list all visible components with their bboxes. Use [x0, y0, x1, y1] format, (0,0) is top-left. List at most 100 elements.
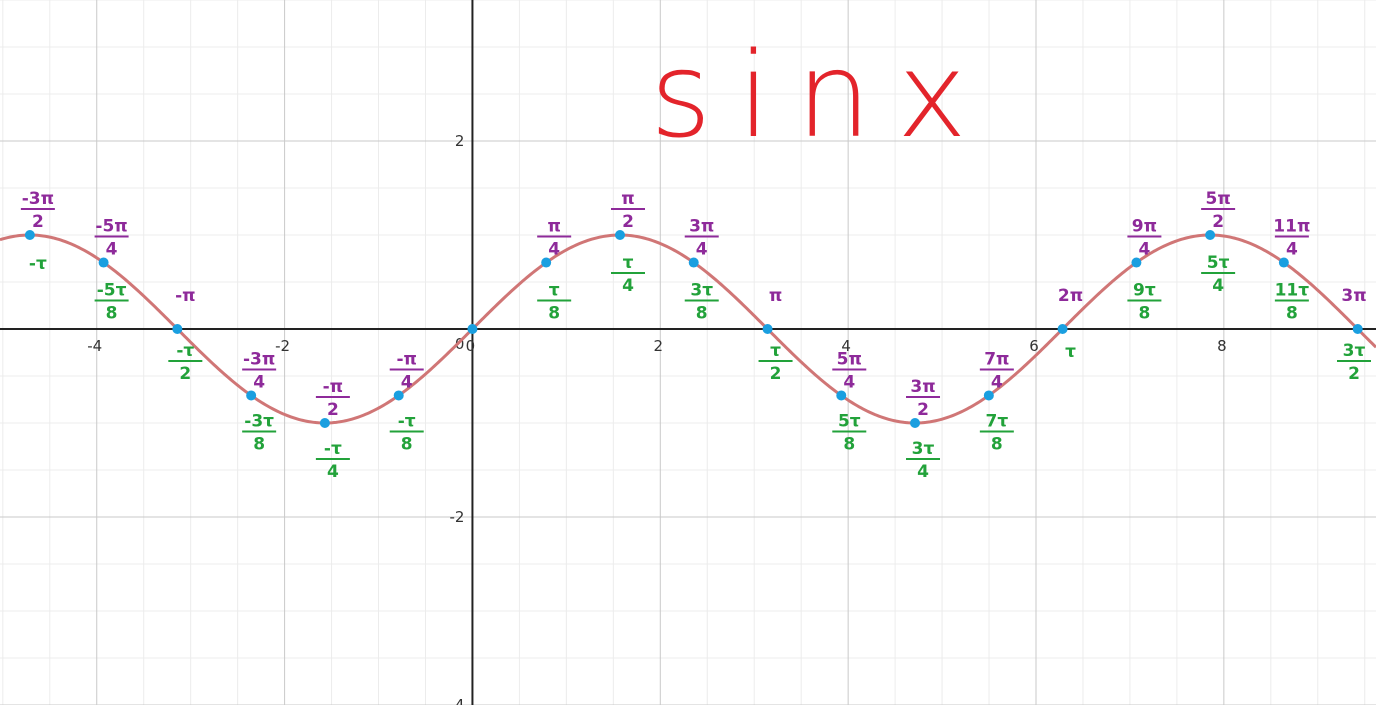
pi-label: -5π4 — [94, 217, 129, 260]
pi-label-denominator: 4 — [843, 372, 855, 392]
pi-label-denominator: 2 — [622, 212, 634, 232]
y-tick-label: -2 — [449, 508, 464, 526]
tau-label: τ — [1065, 342, 1076, 362]
tau-label: -5τ8 — [94, 281, 129, 324]
pi-label-numerator: 5π — [837, 349, 862, 369]
pi-label: 5π2 — [1201, 189, 1236, 232]
tau-label-denominator: 8 — [401, 434, 413, 454]
pi-label: -π 4 — [389, 349, 424, 392]
sine-point — [688, 257, 699, 268]
tau-label-numerator: 3τ — [1343, 341, 1366, 361]
pi-label-numerator: 5π — [1205, 189, 1230, 209]
tau-label-denominator: 8 — [1138, 304, 1150, 324]
tau-label-numerator: -τ — [398, 411, 416, 431]
pi-label-denominator: 2 — [917, 400, 929, 420]
sine-point — [172, 324, 183, 334]
tau-label: 5τ8 — [832, 411, 867, 454]
tau-label-numerator: 3τ — [912, 439, 935, 459]
sine-point — [467, 324, 478, 334]
sine-point — [98, 257, 109, 268]
chart-title: sinx — [650, 26, 993, 164]
tau-label-denominator: 8 — [696, 304, 708, 324]
tau-label-numerator: 11τ — [1275, 281, 1310, 301]
pi-label-denominator: 4 — [548, 240, 560, 260]
tau-label: 7τ8 — [979, 411, 1014, 454]
tick-labels: -4 -2 0 2 4 6 8-4-220 — [87, 132, 1226, 705]
pi-label-denominator: 4 — [106, 240, 118, 260]
sine-point — [1131, 257, 1142, 268]
pi-label: 3π2 — [906, 377, 941, 420]
pi-label-numerator: 7π — [984, 349, 1009, 369]
pi-label-text: π — [769, 286, 782, 306]
tau-label: 9τ8 — [1127, 281, 1162, 324]
tau-label-numerator: 5τ — [1207, 253, 1230, 273]
marked-points — [24, 230, 1363, 428]
tau-label: -τ 2 — [168, 341, 203, 384]
x-tick-label: 8 — [1217, 337, 1227, 355]
tau-label-numerator: 7τ — [985, 411, 1008, 431]
tau-label-denominator: 2 — [179, 364, 191, 384]
pi-label: π2 — [610, 189, 645, 232]
origin-label: 0 — [455, 335, 465, 353]
pi-label-numerator: -5π — [95, 217, 127, 237]
pi-label-denominator: 4 — [991, 372, 1003, 392]
x-tick-label: -4 — [87, 337, 102, 355]
x-tick-label: 2 — [654, 337, 664, 355]
x-tick-label: 0 — [466, 337, 476, 355]
pi-label-numerator: -3π — [243, 349, 275, 369]
sine-curve-layer — [0, 233, 1376, 425]
sine-point — [1278, 257, 1289, 268]
tau-label-denominator: 8 — [1286, 304, 1298, 324]
tau-label: -τ 4 — [315, 439, 350, 482]
x-tick-label: 6 — [1029, 337, 1039, 355]
pi-label-numerator: -π — [323, 377, 344, 397]
pi-label-denominator: 4 — [696, 240, 708, 260]
sine-point — [541, 257, 552, 268]
tau-label: 5τ4 — [1201, 253, 1236, 296]
tau-label-numerator: -5τ — [97, 281, 127, 301]
tau-label-denominator: 8 — [253, 434, 265, 454]
pi-label-numerator: π — [621, 189, 634, 209]
tau-label-numerator: τ — [770, 341, 781, 361]
tau-label-denominator: 4 — [1212, 276, 1224, 296]
tau-label-numerator: -τ — [176, 341, 194, 361]
pi-label-text: -π — [175, 286, 196, 306]
tau-label-numerator: τ — [623, 253, 634, 273]
pi-label-numerator: 11π — [1273, 217, 1310, 237]
y-tick-label: 2 — [455, 132, 465, 150]
pi-label: 3π4 — [684, 217, 719, 260]
tau-label-denominator: 4 — [622, 276, 634, 296]
pi-label: -π — [175, 286, 196, 306]
pi-label-numerator: π — [547, 217, 560, 237]
tau-label: -τ — [29, 254, 47, 274]
pi-label-denominator: 4 — [1138, 240, 1150, 260]
pi-label-denominator: 2 — [1212, 212, 1224, 232]
pi-label: -3π2 — [20, 189, 55, 232]
tau-label: 3τ4 — [906, 439, 941, 482]
pi-label: 5π4 — [832, 349, 867, 392]
pi-label-numerator: 3π — [689, 217, 714, 237]
pi-label: 2π — [1058, 286, 1083, 306]
tau-label: 3τ8 — [684, 281, 719, 324]
sine-point — [319, 418, 330, 428]
tau-label: -3τ8 — [242, 411, 277, 454]
pi-label: -3π4 — [242, 349, 277, 392]
pi-label-denominator: 4 — [401, 372, 413, 392]
x-tick-label: 4 — [841, 337, 851, 355]
pi-label-denominator: 4 — [253, 372, 265, 392]
tau-label: τ8 — [537, 281, 572, 324]
tau-label-denominator: 2 — [770, 364, 782, 384]
tau-label-text: τ — [1065, 342, 1076, 362]
sine-point — [1352, 324, 1363, 334]
pi-label: π — [769, 286, 782, 306]
tau-label-denominator: 8 — [548, 304, 560, 324]
sine-curve — [0, 233, 1376, 425]
tau-label: τ2 — [758, 341, 793, 384]
sine-point — [836, 390, 847, 401]
pi-label-denominator: 4 — [1286, 240, 1298, 260]
